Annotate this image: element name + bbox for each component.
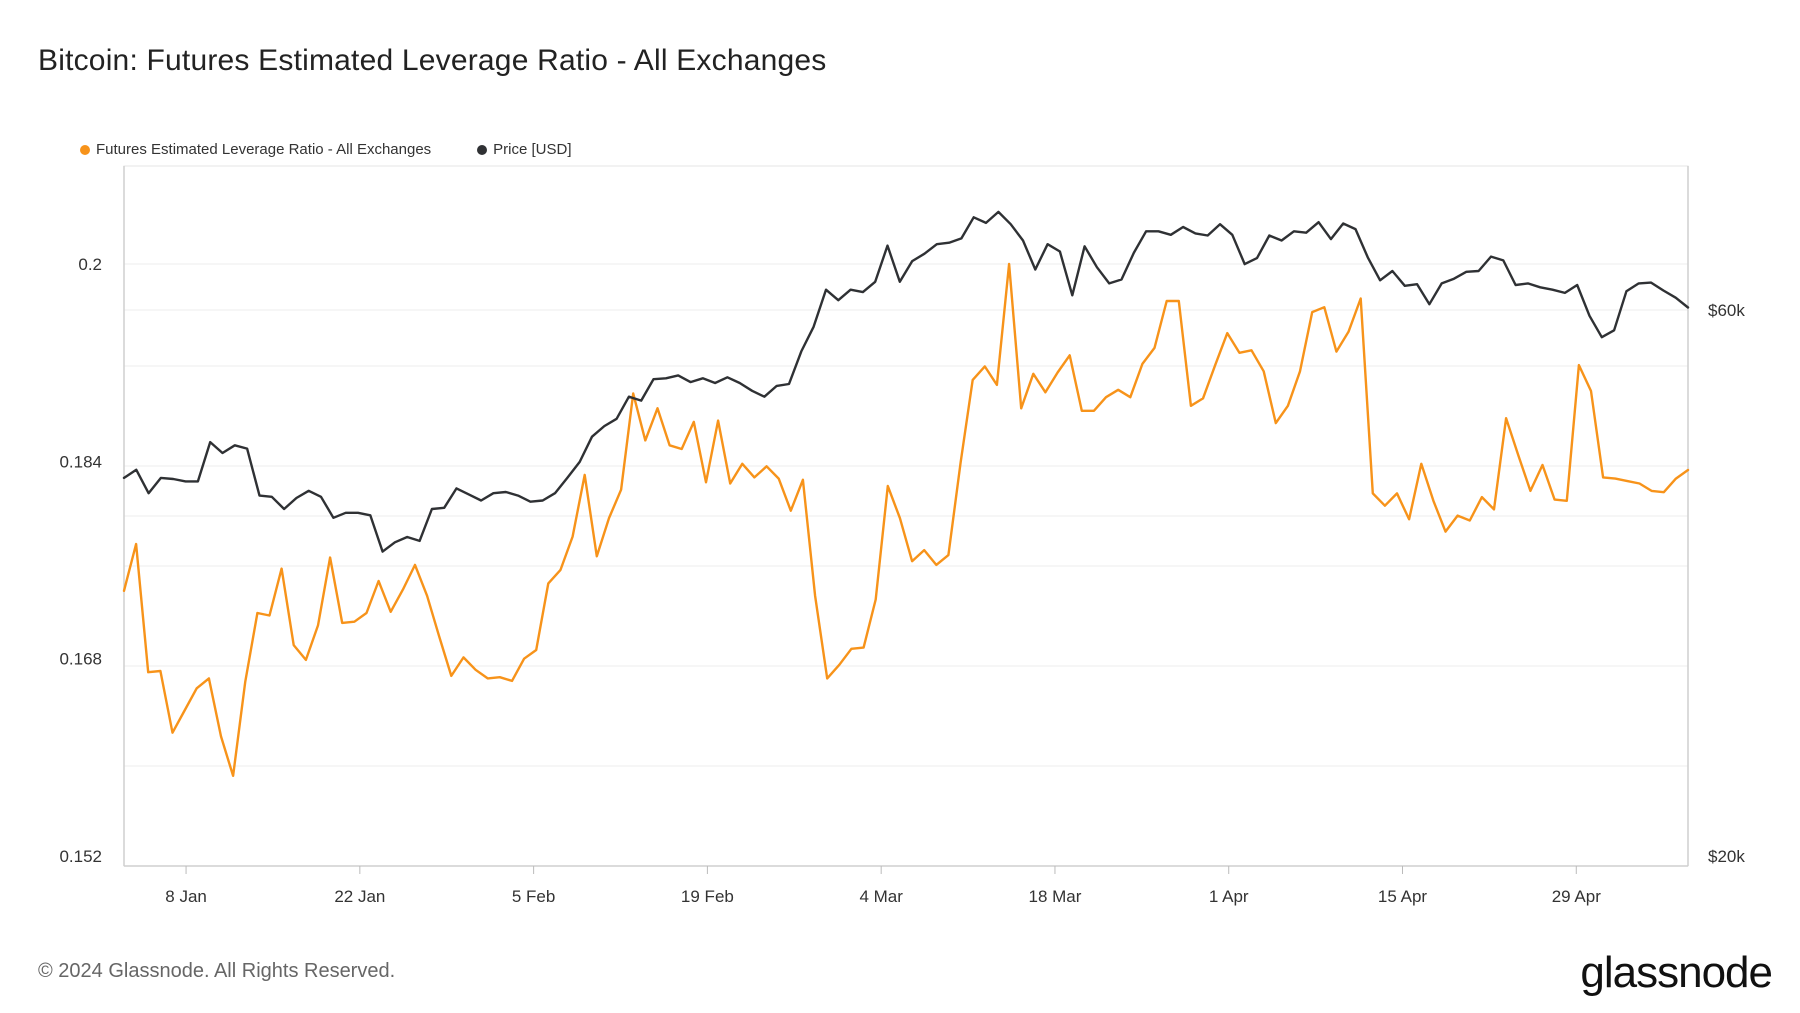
y-left-tick-label-1: 0.168 <box>59 650 102 669</box>
copyright-footer: © 2024 Glassnode. All Rights Reserved. <box>38 960 396 982</box>
x-tick-label-8: 29 Apr <box>1552 887 1601 906</box>
chart-title: Bitcoin: Futures Estimated Leverage Rati… <box>38 44 827 77</box>
x-tick-label-4: 4 Mar <box>859 887 903 906</box>
y-left-tick-label-3: 0.2 <box>78 255 102 274</box>
x-tick-label-7: 15 Apr <box>1378 887 1427 906</box>
legend-label-price: Price [USD] <box>493 141 572 158</box>
series-line-leverage-ratio <box>122 262 1690 777</box>
legend-item-leverage-ratio[interactable]: Futures Estimated Leverage Ratio - All E… <box>80 141 431 158</box>
y-right-tick-label-1: $60k <box>1708 301 1745 320</box>
chart-legend: Futures Estimated Leverage Ratio - All E… <box>80 141 572 158</box>
x-tick-label-3: 19 Feb <box>681 887 734 906</box>
x-tick-label-1: 22 Jan <box>334 887 385 906</box>
x-tick-label-6: 1 Apr <box>1209 887 1249 906</box>
y-left-tick-label-0: 0.152 <box>59 847 102 866</box>
y-right-tick-label-0: $20k <box>1708 847 1745 866</box>
legend-item-price[interactable]: Price [USD] <box>477 141 572 158</box>
legend-marker-price <box>477 144 488 155</box>
x-tick-label-0: 8 Jan <box>165 887 207 906</box>
y-left-tick-label-2: 0.184 <box>59 452 102 471</box>
legend-label-leverage-ratio: Futures Estimated Leverage Ratio - All E… <box>96 141 432 158</box>
glassnode-logo: glassnode <box>1580 948 1773 997</box>
series-line-price <box>122 210 1690 553</box>
legend-marker-leverage-ratio <box>80 144 90 155</box>
x-tick-label-5: 18 Mar <box>1028 887 1081 906</box>
x-tick-label-2: 5 Feb <box>512 887 555 906</box>
